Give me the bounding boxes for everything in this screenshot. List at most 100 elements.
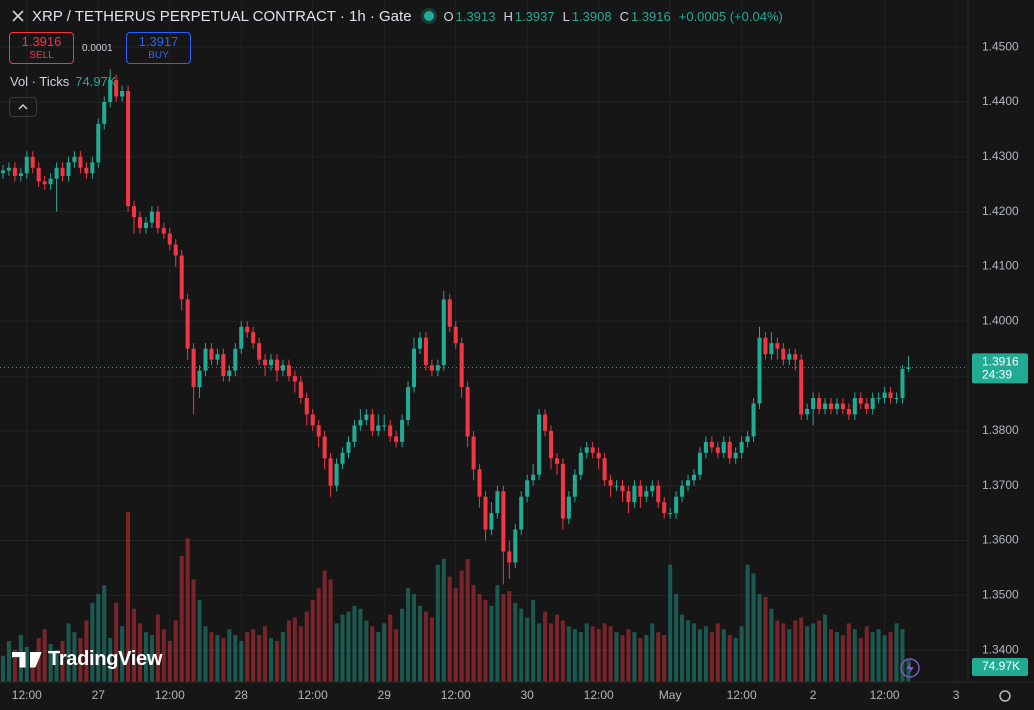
close-icon[interactable] [12,10,24,22]
candle-body [674,496,679,514]
volume-bar [763,597,768,682]
volume-bar [66,623,71,682]
volume-bar [215,635,220,682]
candle-body [495,491,500,514]
volume-bar [733,638,738,682]
candle-body [12,167,17,176]
candle-body [310,414,315,426]
candle-body [251,332,256,344]
x-tick-label: 12:00 [441,688,471,702]
volume-bar [489,605,494,682]
candle-body [477,469,482,497]
volume-bar [233,635,238,682]
close-value: 1.3916 [630,8,671,24]
y-tick-label: 1.4500 [982,39,1019,53]
volume-bar [245,632,250,682]
candle-body [840,403,845,409]
candle-body [429,365,434,371]
candle-body [662,502,667,514]
candle-body [179,255,184,300]
candle-body [358,419,363,426]
open-value: 1.3913 [455,8,496,24]
volume-bar [870,632,875,682]
candle-body [608,480,613,486]
candle-body [280,365,285,371]
volume-bar [697,629,702,682]
volume-bar [519,608,524,682]
candle-body [769,343,774,355]
volume-bar [132,608,137,682]
volume-bar [346,611,351,682]
candle-body [167,233,172,245]
volume-bar [209,632,214,682]
candle-body [727,441,732,459]
candle-body [376,425,381,431]
candle-body [906,367,911,369]
x-tick-label: 30 [521,688,535,702]
volume-bar [864,626,869,682]
alert-icon[interactable] [900,658,920,678]
volume-bar [364,620,369,682]
candle-body [519,496,524,530]
buy-button[interactable]: 1.3917 BUY [126,32,191,64]
candle-body [406,387,411,420]
volume-bar [423,611,428,682]
volume-bar [531,599,536,682]
candle-body [173,244,178,256]
high-label: H [503,8,513,24]
close-label: C [619,8,629,24]
volume-bar [691,623,697,682]
candle-body [328,458,333,486]
candle-body [543,414,548,431]
volume-bar [471,585,476,682]
y-tick-label: 1.4300 [982,149,1019,163]
candle-body [680,485,685,497]
sell-button[interactable]: 1.3916 SELL [9,32,74,64]
candle-body [286,365,291,377]
volume-bar [417,605,422,682]
sell-price: 1.3916 [21,34,62,49]
x-tick-label: 12:00 [870,688,900,702]
volume-bar [894,623,899,682]
candle-body [340,452,345,464]
volume-bar [42,629,47,682]
candle-body [739,441,744,453]
candle-body [370,414,375,431]
candle-body [78,156,83,168]
volume-bar [90,602,95,682]
collapse-button[interactable] [9,97,37,117]
volume-bar [120,626,125,682]
volume-bar [644,635,649,682]
volume-bar [650,623,655,682]
candle-body [233,348,238,371]
candle-body [501,491,506,552]
settings-icon[interactable] [999,690,1011,702]
candle-body [352,425,357,442]
volume-bar [477,594,482,682]
volume-bar [227,629,232,682]
volume-bar [221,638,226,682]
volume-bar [608,626,613,682]
volume-bar [352,605,357,682]
candle-body [554,458,559,464]
volume-bar [286,620,291,682]
volume-bar [203,626,208,682]
candle-body [292,376,297,382]
volume-bar [745,564,750,682]
candle-body [102,101,107,124]
volume-bar [179,555,184,682]
candle-body [42,181,47,185]
candle-body [90,162,95,174]
volume-bar [703,626,708,682]
market-status [423,11,434,21]
candle-body [114,80,119,97]
volume-bar [680,614,685,682]
candle-body [584,447,589,453]
candle-body [685,480,691,486]
candle-body [817,398,822,409]
volume-bar [304,611,309,682]
volume-bar [60,640,65,682]
volume-bar [739,626,744,682]
last-volume-label: 74.97K [982,659,1020,673]
